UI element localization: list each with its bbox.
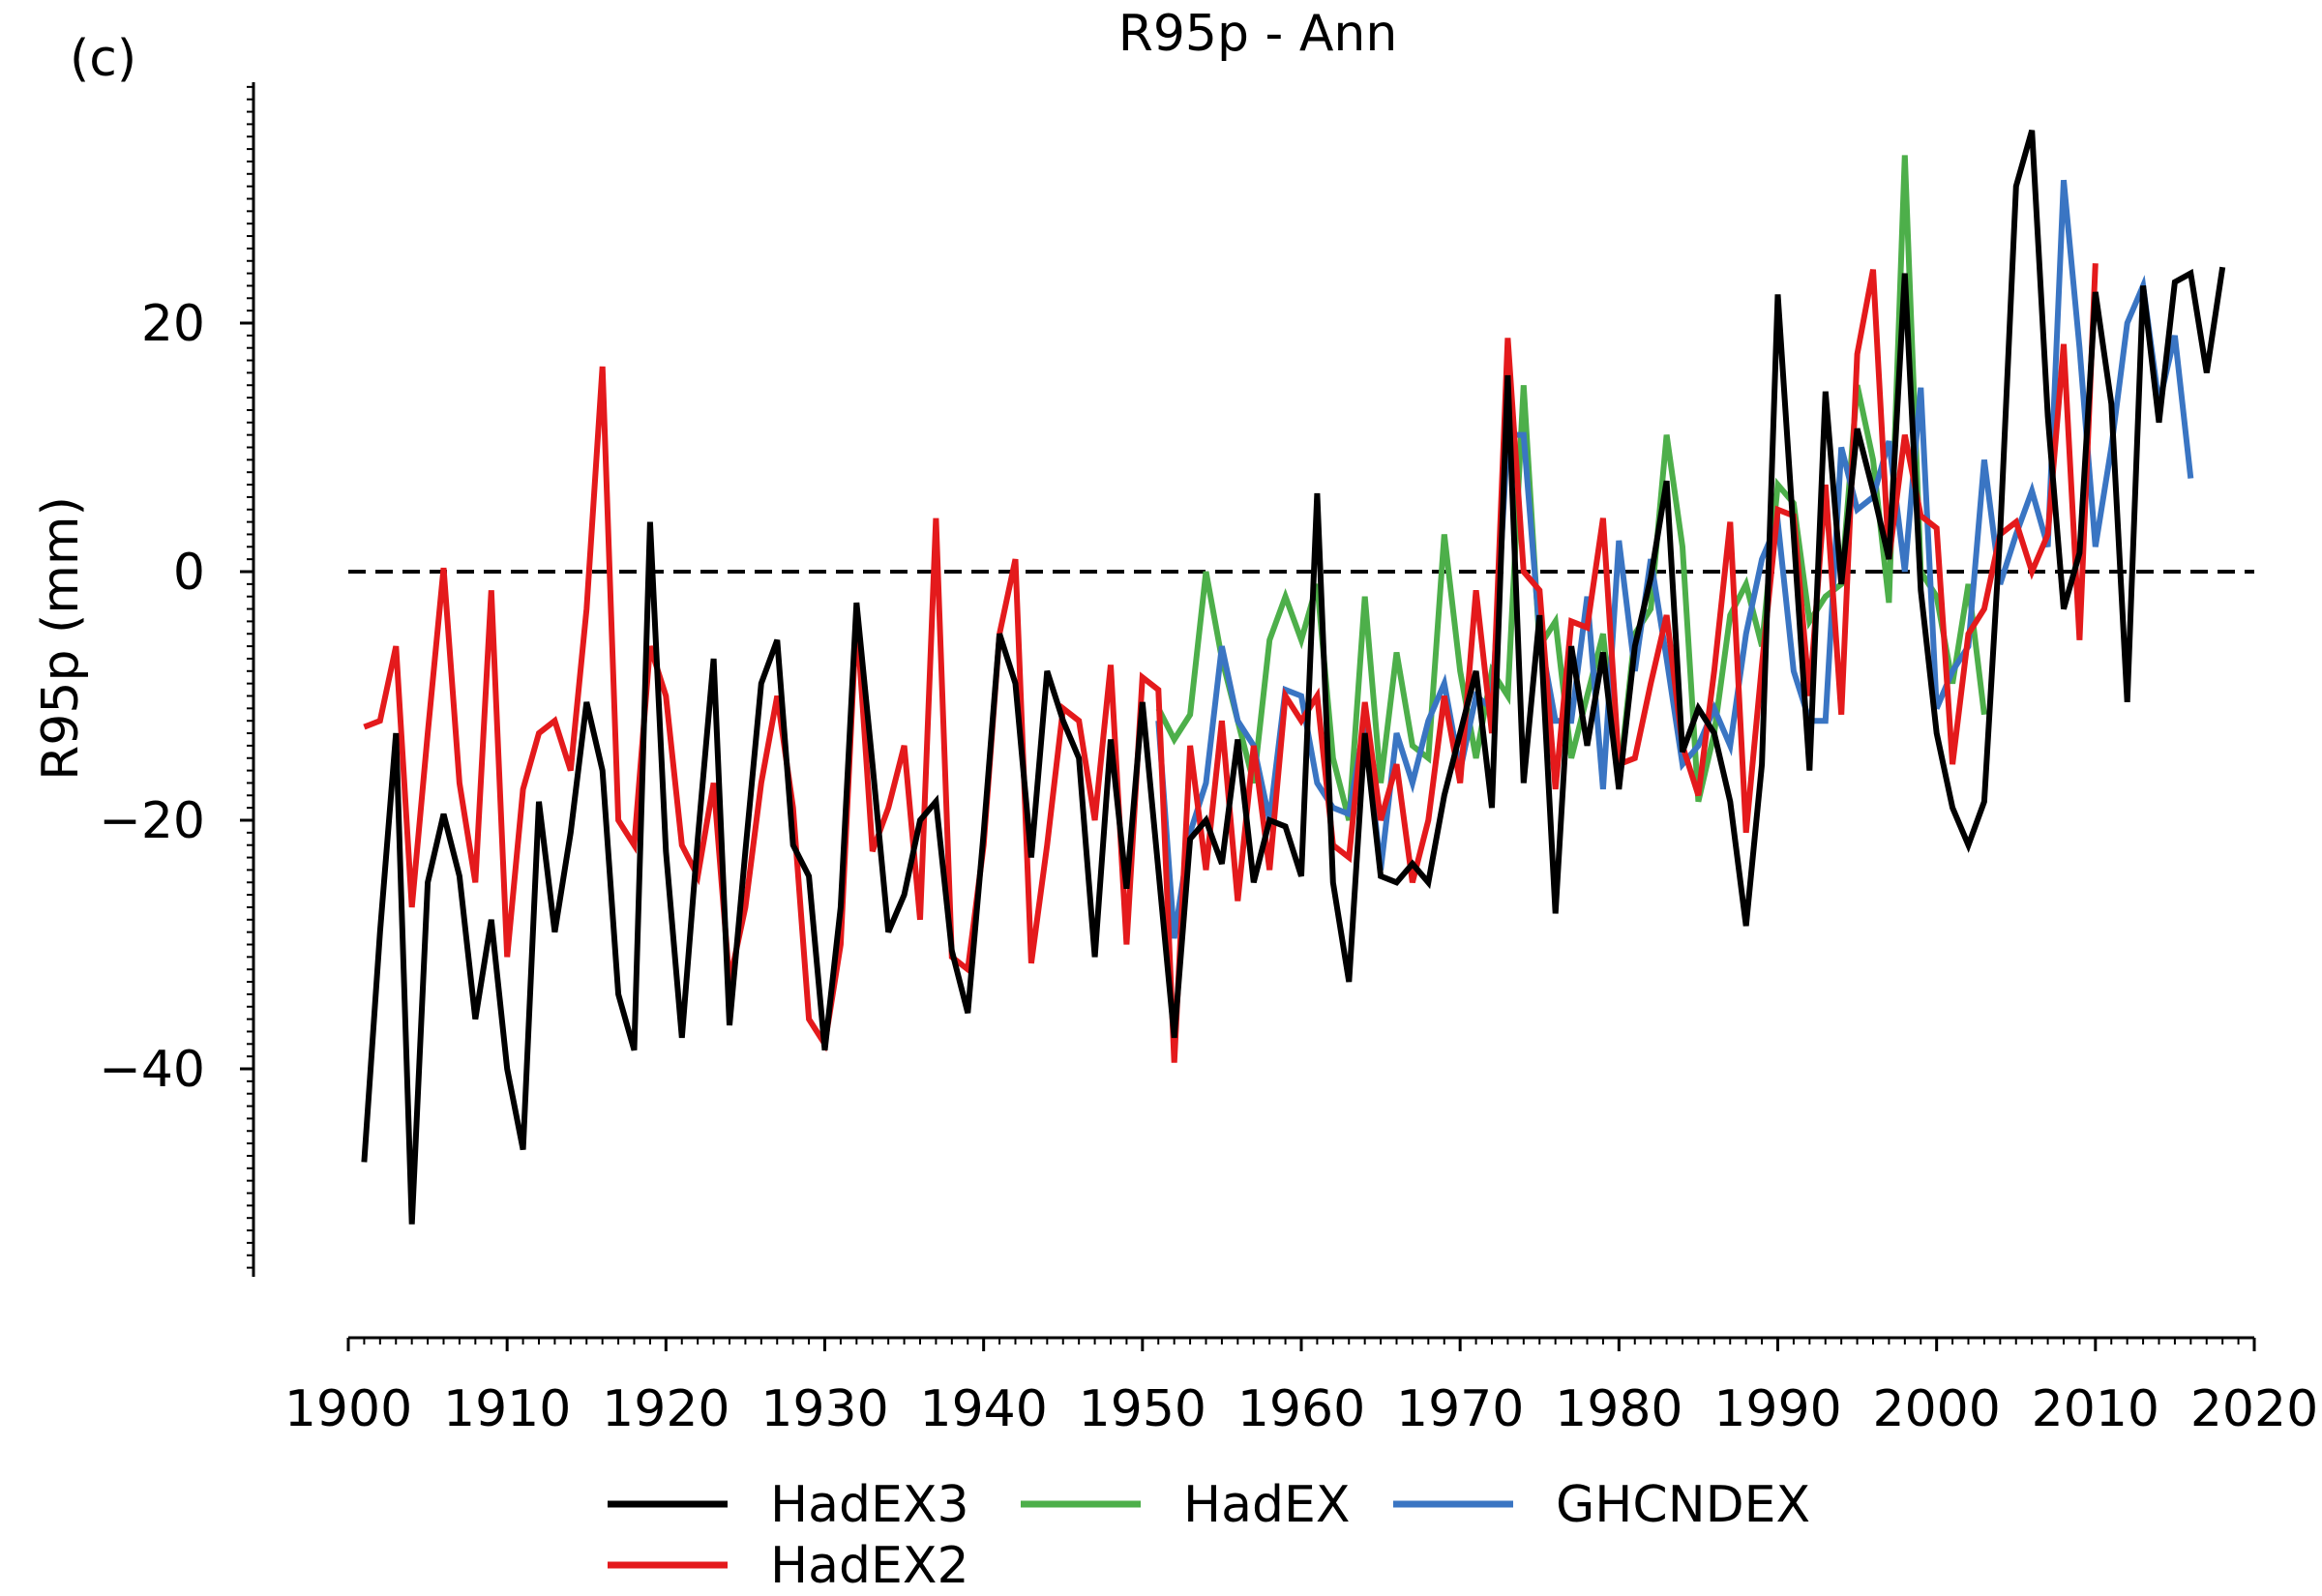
x-tick-label: 2020 xyxy=(2190,1380,2318,1438)
y-tick-label: −40 xyxy=(99,1041,205,1099)
legend-label-ghcndex: GHCNDEX xyxy=(1556,1476,1810,1534)
y-tick-label: 20 xyxy=(141,295,205,353)
series-lines xyxy=(361,129,2226,1225)
panel-label: (c) xyxy=(70,30,136,88)
series-line-hadex3 xyxy=(361,129,2226,1225)
y-tick-label: −20 xyxy=(99,792,205,850)
x-tick-label: 1910 xyxy=(443,1380,571,1438)
x-tick-label: 1940 xyxy=(919,1380,1047,1438)
x-tick-label: 1980 xyxy=(1555,1380,1682,1438)
x-tick-label: 2010 xyxy=(2032,1380,2159,1438)
y-tick-label: 0 xyxy=(173,544,205,602)
legend-label-hadex3: HadEX3 xyxy=(770,1476,969,1534)
x-tick-label: 2000 xyxy=(1872,1380,2000,1438)
y-axis: −40 −20 0 20 xyxy=(99,82,255,1277)
x-axis: 1900 1910 1920 1930 1940 1950 1960 1970 1980 1990… xyxy=(284,1336,2318,1438)
x-tick-label: 1930 xyxy=(760,1380,888,1438)
y-axis-label: R95p (mm) xyxy=(32,496,90,781)
x-tick-label: 1990 xyxy=(1713,1380,1841,1438)
x-tick-label: 1900 xyxy=(284,1380,412,1438)
x-tick-label: 1960 xyxy=(1237,1380,1365,1438)
x-tick-label: 1920 xyxy=(602,1380,729,1438)
x-tick-label: 1950 xyxy=(1079,1380,1206,1438)
chart-title: R95p - Ann xyxy=(1118,5,1398,63)
x-tick-label: 1970 xyxy=(1396,1380,1524,1438)
legend-label-hadex: HadEX xyxy=(1183,1476,1350,1534)
series-line-hadex2 xyxy=(363,263,2099,1063)
legend: HadEX3 HadEX GHCNDEX HadEX2 xyxy=(608,1476,1810,1595)
legend-label-hadex2: HadEX2 xyxy=(770,1537,969,1595)
